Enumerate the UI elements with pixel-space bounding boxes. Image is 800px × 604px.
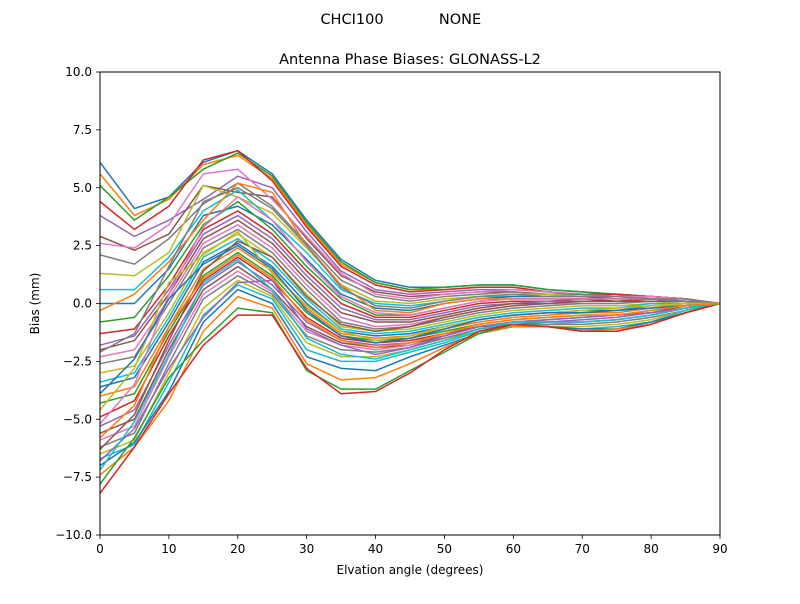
- y-tick-label-3: −2.5: [63, 354, 92, 368]
- y-axis-label: Bias (mm): [28, 273, 42, 335]
- axis-ticks: 0 10 20 30 40 50 60 70 80 90 −10.0 −7.5 −5.0 −2.5 0.0 2…: [55, 65, 727, 556]
- x-tick-label-5: 50: [437, 542, 452, 556]
- series-line-34: [99, 302, 721, 494]
- suptitle-radome: NONE: [439, 12, 481, 28]
- series-line-32: [99, 295, 721, 476]
- x-tick-label-4: 40: [368, 542, 383, 556]
- series-line-37: [99, 196, 721, 425]
- y-tick-label-5: 2.5: [73, 239, 92, 253]
- y-tick-label-6: 5.0: [73, 181, 92, 195]
- x-tick-label-6: 60: [506, 542, 521, 556]
- x-tick-label-7: 70: [575, 542, 590, 556]
- series-line-38: [99, 187, 721, 353]
- series-line-40: [99, 258, 721, 471]
- series-line-19: [99, 233, 721, 374]
- chart-title: Antenna Phase Biases: GLONASS-L2: [279, 52, 541, 68]
- y-tick-label-2: −5.0: [63, 412, 92, 426]
- series-line-30: [99, 284, 721, 460]
- x-tick-label-1: 10: [161, 542, 176, 556]
- series-line-36: [99, 240, 721, 450]
- x-tick-label-2: 20: [230, 542, 245, 556]
- x-tick-label-0: 0: [96, 542, 104, 556]
- y-tick-label-4: 0.0: [73, 297, 92, 311]
- y-tick-label-7: 7.5: [73, 123, 92, 137]
- x-tick-label-8: 80: [643, 542, 658, 556]
- series-line-42: [99, 254, 721, 439]
- series-line-41: [99, 244, 721, 395]
- x-tick-label-3: 30: [299, 542, 314, 556]
- x-axis-label: Elvation angle (degrees): [337, 563, 484, 577]
- y-tick-label-1: −7.5: [63, 470, 92, 484]
- suptitle-station: CHCI100: [320, 12, 383, 28]
- series-line-39: [99, 230, 720, 411]
- y-tick-label-8: 10.0: [65, 65, 92, 79]
- x-tick-label-9: 90: [712, 542, 727, 556]
- series-line-4: [99, 149, 721, 305]
- plot-frame: [99, 71, 721, 536]
- y-tick-label-0: −10.0: [55, 528, 92, 542]
- series-lines: [99, 149, 721, 494]
